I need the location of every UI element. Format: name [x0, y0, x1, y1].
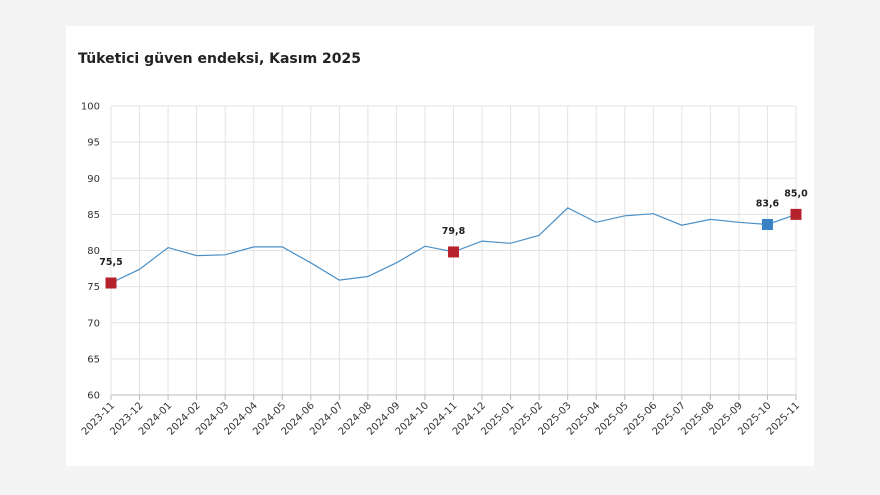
- highlight-markers: 75,5 79,8 83,6 85,0: [99, 188, 808, 289]
- x-axis-ticks: 2023-112023-122024-012024-022024-032024-…: [80, 400, 802, 437]
- y-tick-label: 80: [87, 246, 100, 257]
- highlight-marker: [761, 218, 773, 230]
- y-tick-label: 85: [87, 210, 100, 221]
- grid: [110, 105, 797, 400]
- chart-title: Tüketici güven endeksi, Kasım 2025: [78, 51, 361, 67]
- y-axis-ticks: 60 65 70 75 80 85 90 95 100: [81, 102, 100, 402]
- chart-card: [66, 26, 814, 466]
- data-label: 85,0: [784, 188, 808, 199]
- data-label: 79,8: [442, 226, 466, 237]
- highlight-marker: [448, 246, 459, 258]
- highlight-marker: [105, 277, 117, 289]
- y-tick-label: 75: [87, 282, 100, 293]
- y-tick-label: 100: [81, 102, 100, 113]
- y-tick-label: 95: [87, 138, 100, 149]
- data-label: 75,5: [99, 257, 122, 268]
- y-tick-label: 60: [87, 391, 100, 402]
- y-tick-label: 65: [87, 354, 100, 365]
- y-tick-label: 90: [87, 174, 100, 185]
- highlight-marker: [790, 208, 802, 220]
- data-label: 83,6: [756, 198, 780, 209]
- y-tick-label: 70: [87, 318, 100, 329]
